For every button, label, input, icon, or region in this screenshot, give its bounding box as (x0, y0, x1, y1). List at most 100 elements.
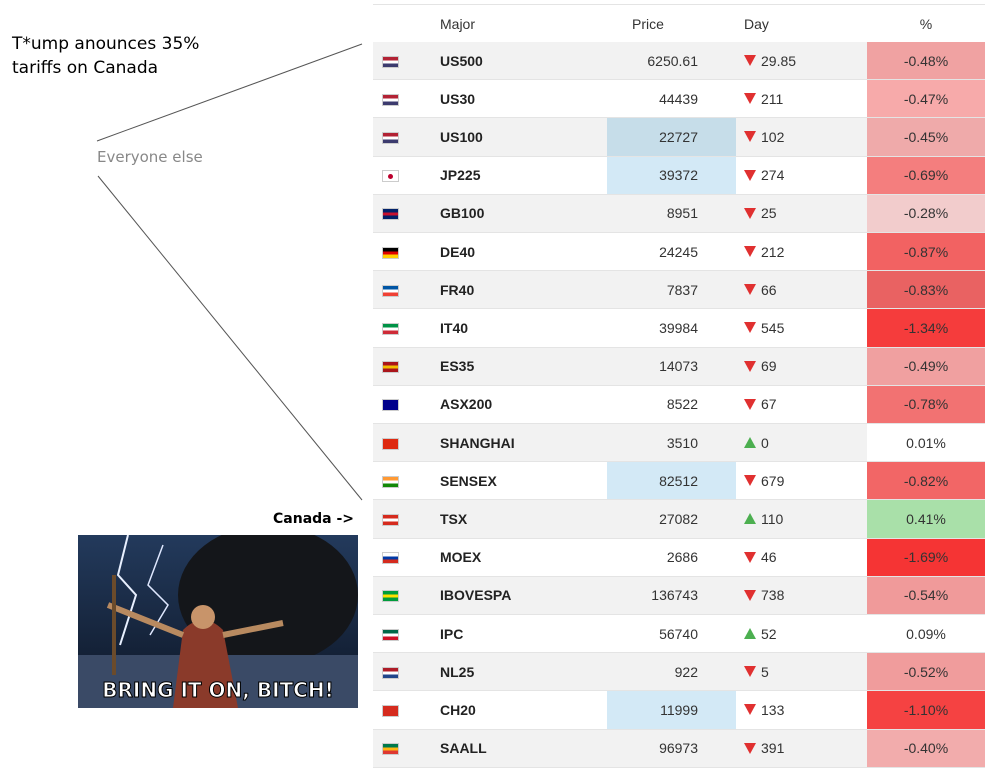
price-cell: 96973 (607, 730, 736, 767)
day-cell: 212 (744, 233, 784, 270)
pct-cell: -0.83% (867, 271, 985, 309)
trend-arrow (744, 93, 756, 105)
column-header: Day (744, 16, 769, 32)
pct-cell: -1.34% (867, 309, 985, 347)
flag-icon (382, 55, 399, 68)
symbol: CH20 (440, 701, 476, 718)
symbol: TSX (440, 510, 468, 527)
price-cell: 8951 (607, 195, 736, 232)
price: 136743 (651, 587, 698, 604)
day-change: 66 (761, 281, 777, 298)
price-cell: 922 (607, 653, 736, 690)
trend-arrow (744, 475, 756, 487)
day-change: 211 (761, 90, 784, 107)
day-cell: 102 (744, 118, 784, 155)
symbol: JP225 (440, 167, 481, 184)
price: 27082 (659, 510, 698, 527)
pct-cell: 0.41% (867, 500, 985, 538)
table-row: FR40 7837 66 -0.83% (373, 271, 985, 310)
symbol: IBOVESPA (440, 587, 512, 604)
price: 3510 (666, 434, 698, 451)
table-row: SHANGHAI 3510 0 0.01% (373, 424, 985, 463)
symbol: US30 (440, 90, 476, 107)
price-cell: 6250.61 (607, 42, 736, 79)
symbol: NL25 (440, 663, 475, 680)
day-cell: 0 (744, 424, 769, 461)
symbol: IT40 (440, 319, 469, 336)
table-row: CH20 11999 133 -1.10% (373, 691, 985, 730)
day-cell: 679 (744, 462, 784, 499)
price-cell: 8522 (607, 386, 736, 423)
pct-change: -0.87% (903, 243, 949, 260)
header-row: Major Price Day% (373, 4, 985, 44)
flag-icon (382, 170, 399, 183)
price-cell: 27082 (607, 500, 736, 537)
trend-arrow (744, 551, 756, 563)
column-header: Price (632, 16, 664, 32)
pct-change: -0.49% (903, 358, 949, 375)
pct-cell: -0.48% (867, 42, 985, 80)
day-change: 52 (761, 625, 777, 642)
price-cell: 24245 (607, 233, 736, 270)
pct-change: -0.82% (903, 472, 949, 489)
price: 22727 (659, 128, 698, 145)
flag-icon (382, 590, 399, 603)
pct-cell: 0.01% (867, 424, 985, 462)
symbol: SHANGHAI (440, 434, 515, 451)
column-header: Major (440, 16, 476, 32)
day-cell: 274 (744, 157, 784, 194)
pointer-lines (96, 43, 363, 501)
symbol: US100 (440, 128, 483, 145)
price-cell: 39984 (607, 309, 736, 346)
day-cell: 5 (744, 653, 769, 690)
trend-arrow (744, 55, 756, 67)
price: 11999 (660, 701, 698, 718)
price: 24245 (659, 243, 698, 260)
day-change: 5 (761, 663, 769, 680)
day-cell: 67 (744, 386, 777, 423)
pct-change: -0.28% (903, 205, 949, 222)
trend-arrow (744, 513, 756, 525)
flag-icon (382, 552, 399, 565)
day-cell: 29.85 (744, 42, 796, 79)
pct-change: -0.69% (903, 167, 949, 184)
pct-cell: -0.28% (867, 194, 985, 232)
table-row: DE40 24245 212 -0.87% (373, 233, 985, 272)
price-cell: 7837 (607, 271, 736, 308)
everyone-label: Everyone else (97, 148, 203, 166)
day-change: 69 (761, 358, 777, 375)
day-cell: 133 (744, 691, 784, 728)
day-cell: 52 (744, 615, 777, 652)
symbol: DE40 (440, 243, 476, 260)
price-cell: 2686 (607, 539, 736, 576)
flag-icon (382, 475, 399, 488)
symbol: SENSEX (440, 472, 497, 489)
trend-arrow (744, 360, 756, 372)
column-header: % (919, 16, 933, 32)
headline: tariffs on Canada (12, 58, 159, 78)
price: 56740 (659, 625, 698, 642)
price: 39984 (659, 319, 698, 336)
pct-change: 0.01% (906, 434, 946, 451)
pct-cell: -0.47% (867, 80, 985, 118)
flag-icon (382, 284, 399, 297)
flag-icon (382, 131, 399, 144)
day-cell: 46 (744, 539, 777, 576)
pct-change: -0.52% (903, 663, 949, 680)
flag-icon (382, 628, 399, 641)
symbol: FR40 (440, 281, 475, 298)
day-change: 545 (761, 319, 785, 336)
symbol: US500 (440, 52, 483, 69)
table-row: GB100 8951 25 -0.28% (373, 194, 985, 233)
pct-change: -0.48% (903, 52, 949, 69)
table-row: IPC 56740 52 0.09% (373, 615, 985, 654)
trend-arrow (744, 131, 756, 143)
trend-arrow (744, 628, 756, 640)
day-change: 274 (761, 167, 785, 184)
table-row: ASX200 8522 67 -0.78% (373, 385, 985, 424)
flag-icon (382, 93, 399, 106)
price-cell: 11999 (607, 691, 736, 729)
trend-arrow (744, 742, 756, 754)
symbol: ES35 (440, 358, 475, 375)
